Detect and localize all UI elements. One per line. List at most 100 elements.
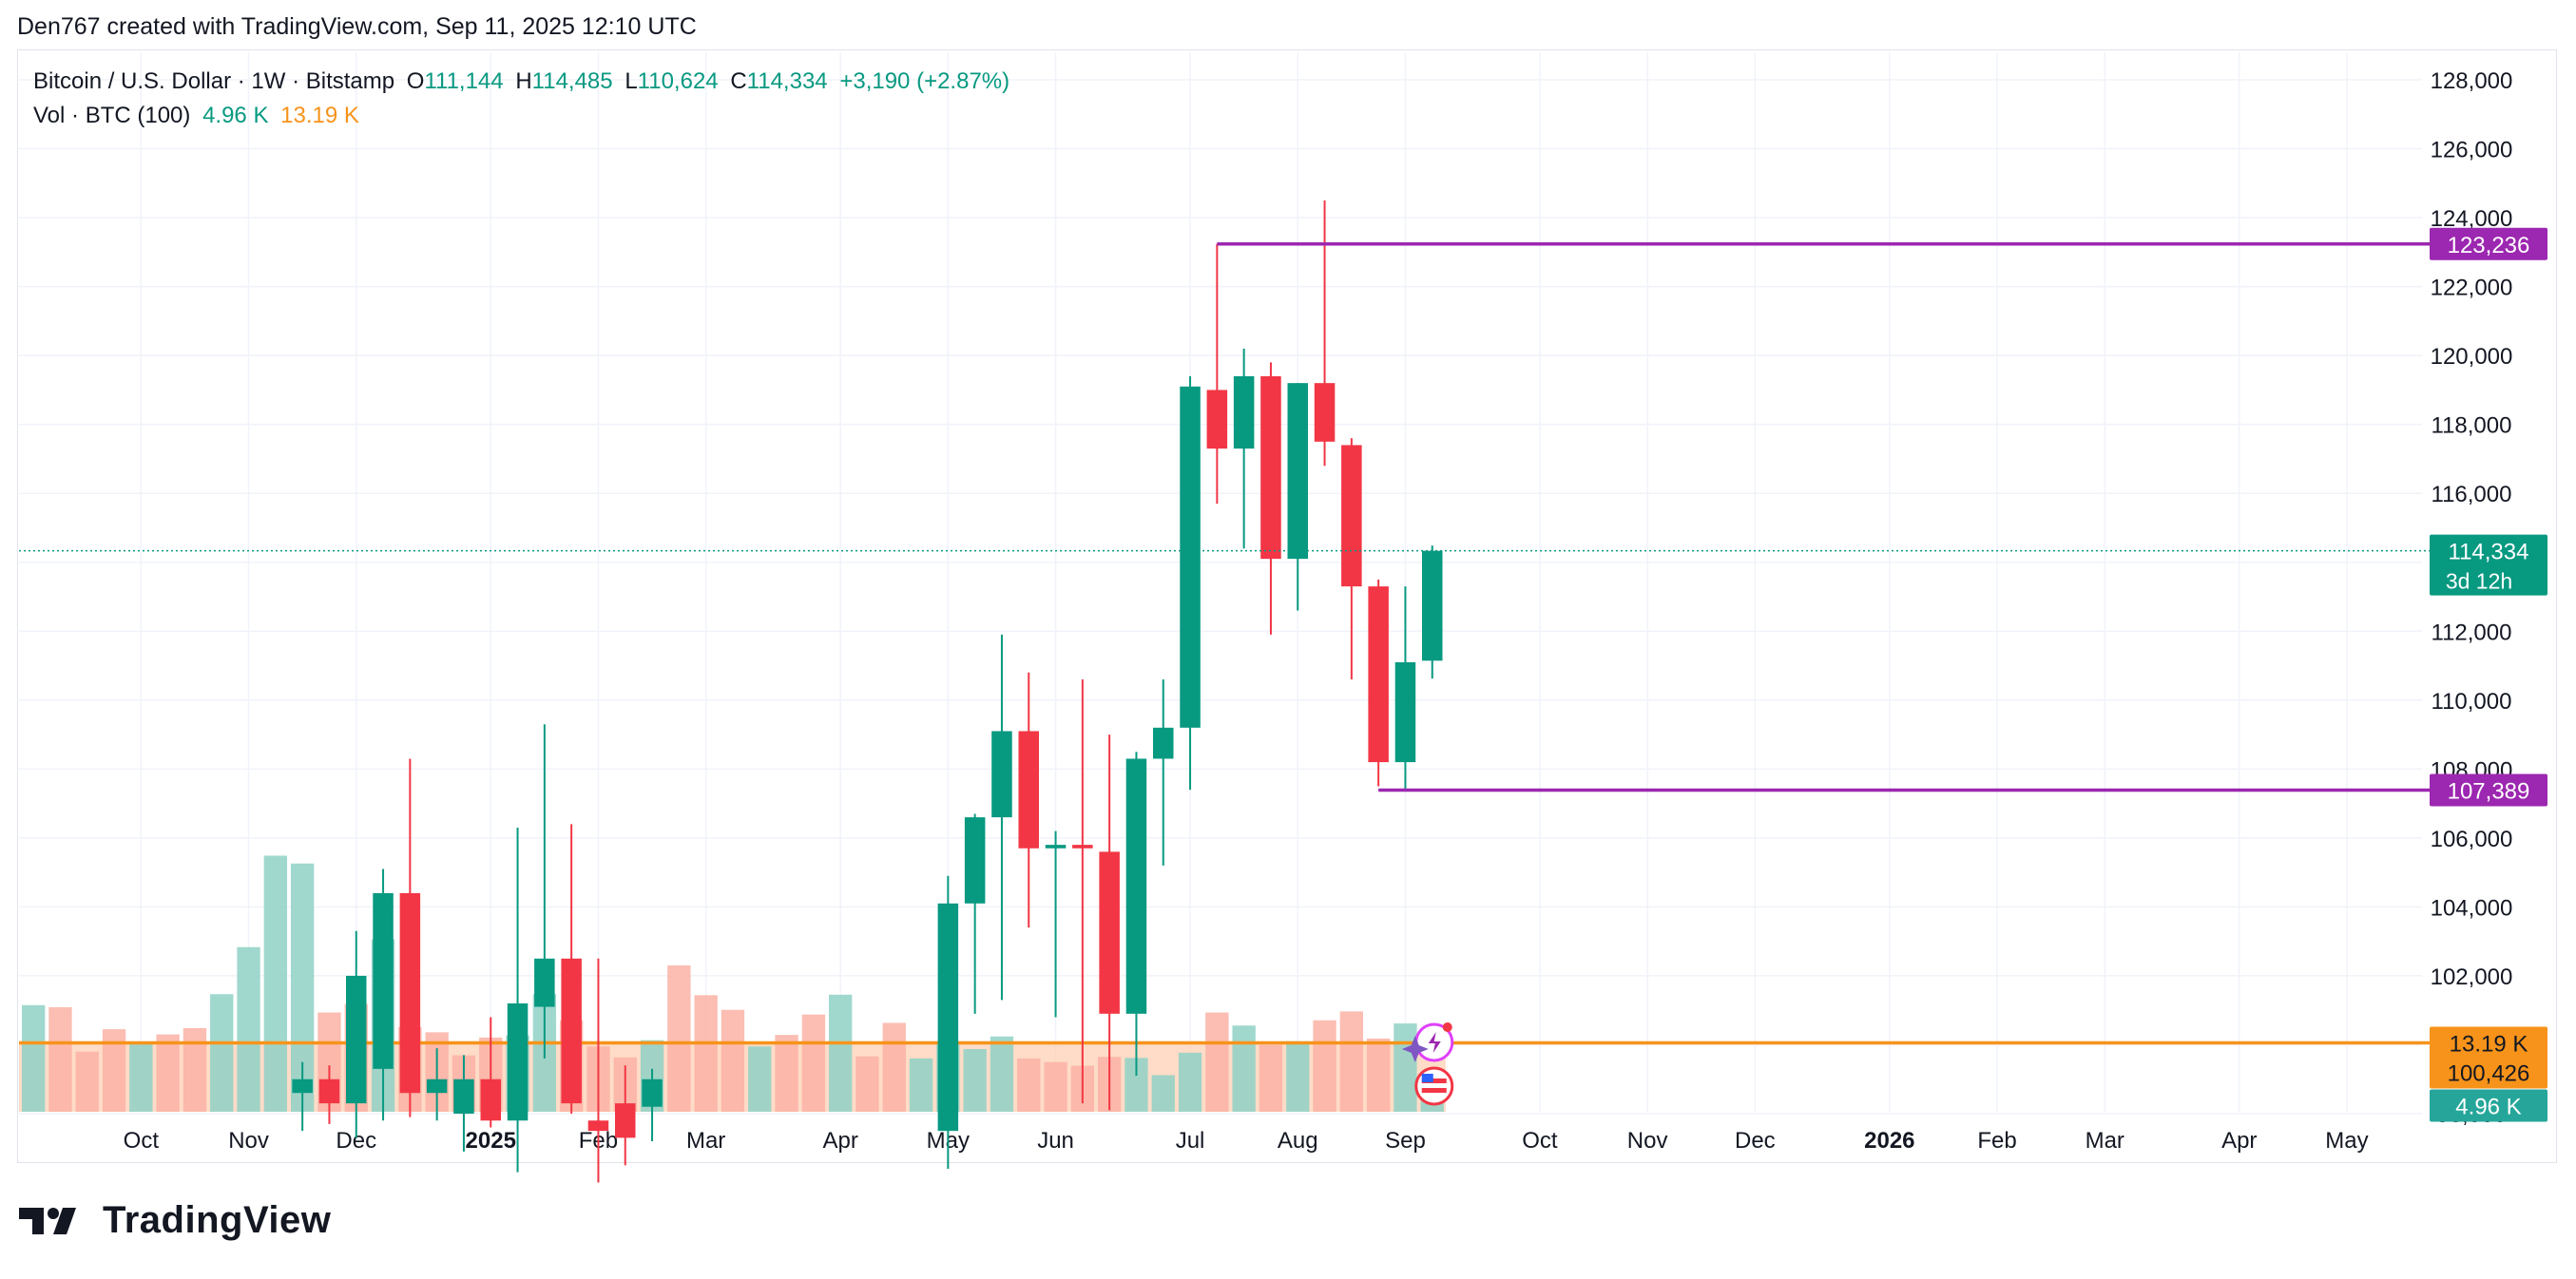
volume-ma-badge-text: 13.19 K (2450, 1031, 2528, 1057)
candle-body[interactable] (426, 1079, 448, 1094)
candle-body[interactable] (937, 903, 959, 1132)
candle-body[interactable] (292, 1079, 313, 1094)
volume-legend-row: Vol · BTC (100) 4.96 K 13.19 K (33, 99, 1015, 133)
close-value: 114,334 (746, 68, 828, 94)
last-price-badge (2430, 534, 2547, 596)
notification-dot-icon (1442, 1022, 1452, 1032)
y-tick-label: 120,000 (2431, 344, 2513, 370)
change-value: +3,190 (+2.87%) (839, 68, 1010, 94)
candle-body[interactable] (453, 1079, 474, 1114)
low-label: L (625, 68, 638, 94)
flag-stripe-icon (1421, 1079, 1447, 1083)
candle-body[interactable] (614, 1103, 636, 1138)
volume-bar (855, 1056, 879, 1112)
volume-bar (990, 1036, 1014, 1112)
volume-bar (1178, 1052, 1202, 1112)
volume-bar (183, 1028, 207, 1112)
volume-bar (1313, 1020, 1336, 1112)
candle-body[interactable] (1287, 383, 1309, 560)
candle-body[interactable] (1341, 445, 1362, 587)
candle-body[interactable] (399, 892, 421, 1094)
volume-bar (775, 1035, 798, 1112)
symbol-label[interactable]: Bitcoin / U.S. Dollar · 1W · Bitstamp (33, 68, 395, 94)
price-scale-badge-text: 123,236 (2448, 233, 2530, 258)
volume-bar (1232, 1025, 1256, 1112)
candle-body[interactable] (1180, 386, 1201, 728)
volume-bar (156, 1034, 180, 1112)
low-value: 110,624 (637, 68, 719, 94)
chart-frame[interactable] (17, 49, 2557, 1163)
x-tick-label: May (2325, 1128, 2368, 1154)
us-flag-icon[interactable] (1414, 1066, 1454, 1106)
candle-body[interactable] (642, 1079, 663, 1107)
candle-body[interactable] (1045, 845, 1067, 849)
y-tick-label: 116,000 (2432, 482, 2512, 507)
volume-bar (694, 995, 718, 1112)
tradingview-logo-icon (19, 1207, 76, 1234)
x-tick-label: Mar (686, 1128, 725, 1154)
flag-canton-icon (1421, 1074, 1433, 1082)
sparkle-icon (1401, 1036, 1429, 1062)
volume-bar (667, 965, 691, 1112)
y-tick-label: 110,000 (2432, 689, 2512, 715)
candle-body[interactable] (1125, 758, 1147, 1014)
x-tick-label: Jun (1037, 1128, 1074, 1154)
candle-body[interactable] (1421, 550, 1443, 661)
candle-body[interactable] (1018, 731, 1040, 849)
volume-ma-badge (2430, 1026, 2547, 1059)
volume-badge (2430, 1089, 2547, 1122)
volume-bar (1394, 1023, 1417, 1112)
high-value: 114,485 (531, 68, 613, 94)
volume-bar (1339, 1011, 1364, 1112)
candle-body[interactable] (991, 731, 1012, 818)
x-tick-label: Nov (1627, 1128, 1668, 1154)
volume-bar (263, 855, 288, 1112)
candle-body[interactable] (1206, 390, 1228, 449)
volume-bar (882, 1022, 906, 1112)
x-tick-label: Apr (2221, 1128, 2257, 1154)
x-tick-label: Nov (228, 1128, 269, 1154)
candle-body[interactable] (561, 958, 582, 1104)
x-tick-label: Oct (124, 1128, 160, 1154)
x-tick-label: 2026 (1864, 1128, 1914, 1154)
lightning-icon (1428, 1032, 1441, 1053)
volume-badge-text: 4.96 K (2455, 1094, 2521, 1119)
x-tick-label: Dec (1735, 1128, 1776, 1154)
y-tick-label: 106,000 (2431, 827, 2513, 852)
candle-body[interactable] (507, 1002, 529, 1121)
x-tick-label: Apr (822, 1128, 857, 1154)
price-legend-row: Bitcoin / U.S. Dollar · 1W · Bitstamp O1… (33, 65, 1015, 99)
candle-body[interactable] (1152, 727, 1174, 759)
candle-body[interactable] (534, 958, 555, 1007)
high-label: H (515, 68, 532, 94)
volume-bar (963, 1049, 987, 1112)
candle-body[interactable] (1394, 661, 1416, 763)
candle-body[interactable] (1314, 383, 1336, 442)
candle-body[interactable] (1099, 851, 1120, 1014)
volume-bar (1286, 1040, 1310, 1112)
x-tick-label: Aug (1278, 1128, 1318, 1154)
volume-bar (801, 1014, 826, 1112)
y-tick-label: 118,000 (2432, 413, 2512, 439)
candle-body[interactable] (587, 1120, 609, 1132)
candle-body[interactable] (1233, 375, 1255, 449)
candle-body[interactable] (373, 892, 394, 1069)
x-tick-label: Jul (1176, 1128, 1205, 1154)
volume-bar (1044, 1061, 1067, 1112)
candle-body[interactable] (345, 975, 367, 1104)
y-tick-label: 122,000 (2431, 276, 2513, 301)
candle-body[interactable] (1260, 375, 1281, 560)
candle-body[interactable] (964, 817, 986, 904)
x-tick-label: Oct (1522, 1128, 1558, 1154)
y-tick-label: 112,000 (2432, 620, 2512, 645)
tradingview-brand[interactable]: TradingView (19, 1199, 331, 1242)
candle-body[interactable] (1072, 845, 1093, 849)
candle-body[interactable] (1368, 586, 1389, 763)
volume-label[interactable]: Vol · BTC (100) (33, 103, 191, 128)
open-value: 111,144 (424, 68, 504, 94)
candle-body[interactable] (480, 1079, 502, 1121)
candle-body[interactable] (318, 1079, 340, 1104)
y-tick-label: 102,000 (2431, 964, 2513, 990)
volume-bar (721, 1009, 745, 1112)
